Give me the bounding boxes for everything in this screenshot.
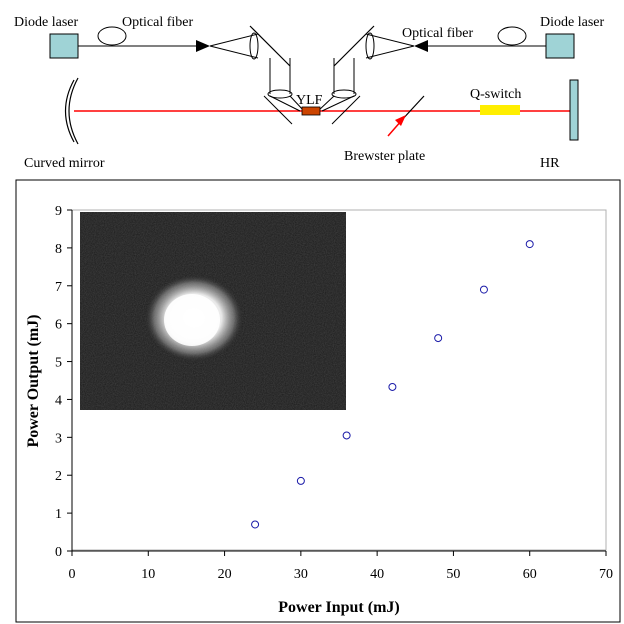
lens-left <box>249 32 259 60</box>
y-tick-label: 1 <box>55 507 62 522</box>
focus-cone-right-a <box>321 95 355 112</box>
cone-right-top <box>365 33 415 47</box>
axis-ticks: 0 10 20 30 40 50 60 70 0 1 2 3 4 5 6 7 8 9 <box>55 204 613 582</box>
fiber-tip-right <box>414 40 428 52</box>
curved-mirror-back <box>65 79 75 143</box>
diode-laser-right-label: Diode laser <box>540 15 604 30</box>
x-axis-title: Power Input (mJ) <box>278 599 399 616</box>
brewster-plate-label: Brewster plate <box>344 149 425 164</box>
data-point <box>479 285 488 294</box>
focus-lens-left <box>267 89 293 99</box>
optical-fiber-left-label: Optical fiber <box>122 15 193 30</box>
y-tick-label: 8 <box>55 242 62 257</box>
y-tick-label: 7 <box>55 280 62 295</box>
data-point <box>388 382 397 391</box>
y-tick-label: 6 <box>55 318 62 333</box>
dichroic-right <box>331 95 361 125</box>
data-point <box>525 240 534 249</box>
curved-mirror <box>68 77 79 145</box>
dichroic-left <box>263 95 293 125</box>
fiber-coil-left <box>97 26 127 46</box>
diode-laser-left-label: Diode laser <box>14 15 78 30</box>
x-tick-label: 0 <box>69 567 76 582</box>
x-tick-label: 30 <box>294 567 308 582</box>
y-tick-label: 0 <box>55 545 62 560</box>
y-tick-label: 3 <box>55 431 62 446</box>
focus-cone-right-b <box>317 95 335 112</box>
beam-spot-core <box>164 294 220 346</box>
y-axis-title: Power Output (mJ) <box>25 314 42 447</box>
hr-mirror <box>569 79 579 141</box>
cone-left-bottom <box>209 45 259 59</box>
y-tick-label: 5 <box>55 356 62 371</box>
curved-mirror-label: Curved mirror <box>24 156 105 171</box>
x-tick-label: 20 <box>218 567 232 582</box>
x-tick-label: 70 <box>599 567 613 582</box>
x-tick-label: 40 <box>370 567 384 582</box>
focus-cone-left-a <box>269 95 301 112</box>
y-tick-label: 4 <box>55 393 62 408</box>
lens-right <box>365 32 375 60</box>
chart: 0 10 20 30 40 50 60 70 0 1 2 3 4 5 6 7 8 9 Power Input (m… <box>15 179 621 623</box>
fold-mirror-right <box>333 25 375 67</box>
data-points <box>251 240 534 529</box>
focus-lens-right <box>331 89 357 99</box>
inset-beam-image <box>80 212 346 410</box>
diode-laser-left <box>49 33 79 59</box>
fold-mirror-left <box>249 25 291 67</box>
hr-mirror-label: HR <box>540 156 560 171</box>
optical-fiber-right-label: Optical fiber <box>402 26 473 41</box>
data-point <box>434 334 443 343</box>
cone-left-top <box>209 33 259 47</box>
x-tick-label: 50 <box>446 567 460 582</box>
x-tick-label: 10 <box>141 567 155 582</box>
fiber-coil-right <box>497 26 527 46</box>
brewster-arrow-head <box>395 115 406 126</box>
laser-schematic: Diode laser Optical fiber Diode laser Op… <box>14 15 604 171</box>
x-tick-label: 60 <box>523 567 537 582</box>
data-point <box>342 431 351 440</box>
cone-right-bottom <box>365 45 415 59</box>
y-tick-label: 9 <box>55 204 62 219</box>
data-point <box>296 476 305 485</box>
q-switch-label: Q-switch <box>470 87 521 102</box>
ylf-crystal <box>301 106 321 116</box>
data-point <box>251 520 260 529</box>
y-tick-label: 2 <box>55 469 62 484</box>
ylf-crystal-label: YLF <box>296 93 323 108</box>
q-switch <box>480 105 520 115</box>
fiber-tip-left <box>196 40 210 52</box>
diode-laser-right <box>545 33 575 59</box>
